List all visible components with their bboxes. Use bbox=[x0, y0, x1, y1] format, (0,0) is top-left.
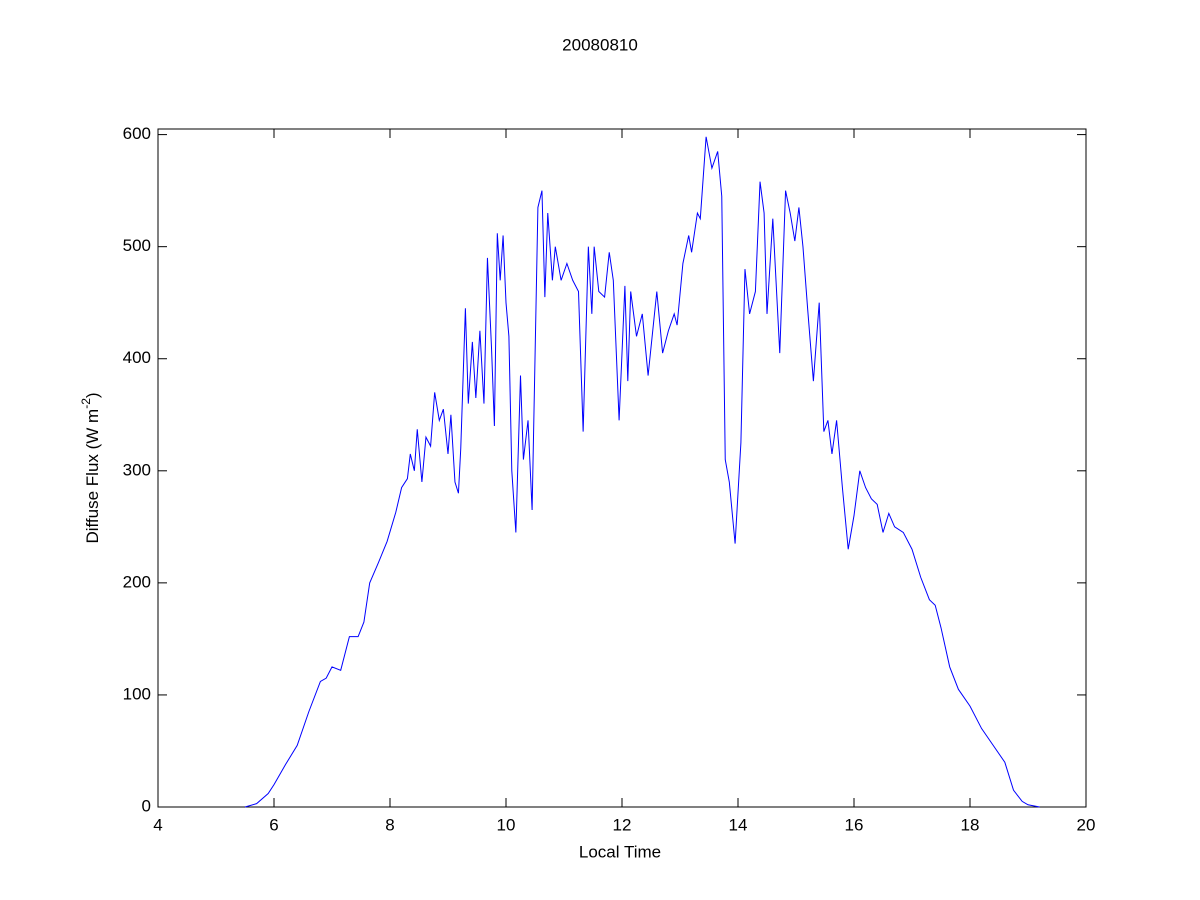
y-tick-label: 0 bbox=[142, 796, 151, 815]
x-tick-label: 20 bbox=[1077, 815, 1096, 834]
x-tick-label: 10 bbox=[497, 815, 516, 834]
x-tick-label: 18 bbox=[961, 815, 980, 834]
y-label-text: Diffuse Flux (W m bbox=[83, 409, 102, 544]
x-tick-label: 6 bbox=[269, 815, 278, 834]
x-axis-label: Local Time bbox=[579, 842, 661, 861]
y-tick-label: 400 bbox=[123, 348, 151, 367]
y-tick-label: 500 bbox=[123, 236, 151, 255]
x-tick-label: 16 bbox=[845, 815, 864, 834]
x-tick-label: 8 bbox=[385, 815, 394, 834]
data-line bbox=[244, 136, 1040, 808]
x-tick-label: 14 bbox=[729, 815, 748, 834]
y-label-superscript: -2 bbox=[79, 398, 93, 409]
y-tick-label: 100 bbox=[123, 684, 151, 703]
chart-title: 20080810 bbox=[562, 35, 638, 54]
y-tick-label: 600 bbox=[123, 124, 151, 143]
y-label-close: ) bbox=[83, 392, 102, 398]
x-tick-label: 4 bbox=[153, 815, 162, 834]
x-tick-label: 12 bbox=[613, 815, 632, 834]
y-tick-label: 200 bbox=[123, 572, 151, 591]
axes-box bbox=[157, 128, 1087, 808]
y-tick-label: 300 bbox=[123, 460, 151, 479]
y-axis-label: Diffuse Flux (W m-2) bbox=[79, 392, 102, 543]
